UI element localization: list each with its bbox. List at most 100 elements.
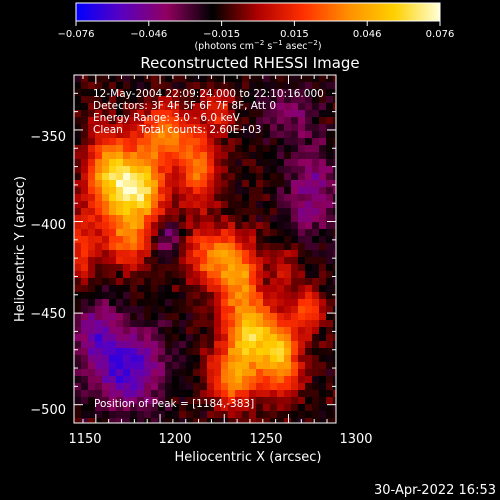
heatmap-cell — [123, 334, 130, 341]
heatmap-cell — [207, 236, 214, 243]
heatmap-cell — [109, 313, 116, 320]
heatmap-cell — [312, 194, 319, 201]
heatmap-cell — [88, 327, 95, 334]
heatmap-cell — [109, 376, 116, 383]
heatmap-cell — [284, 152, 291, 159]
heatmap-cell — [242, 376, 249, 383]
heatmap-cell — [88, 250, 95, 257]
heatmap-cell — [326, 271, 333, 278]
heatmap-cell — [312, 187, 319, 194]
heatmap-cell — [207, 376, 214, 383]
heatmap-cell — [207, 194, 214, 201]
heatmap-cell — [144, 292, 151, 299]
heatmap-cell — [256, 222, 263, 229]
heatmap-cell — [298, 103, 305, 110]
heatmap-cell — [116, 215, 123, 222]
heatmap-cell — [95, 180, 102, 187]
heatmap-cell — [95, 278, 102, 285]
heatmap-cell — [165, 152, 172, 159]
heatmap-cell — [74, 250, 81, 257]
heatmap-cell — [270, 180, 277, 187]
heatmap-cell — [172, 334, 179, 341]
heatmap-cell — [81, 187, 88, 194]
heatmap-cell — [200, 327, 207, 334]
heatmap-cell — [270, 404, 277, 411]
heatmap-cell — [186, 236, 193, 243]
heatmap-cell — [102, 306, 109, 313]
heatmap-cell — [172, 390, 179, 397]
heatmap-cell — [88, 299, 95, 306]
heatmap-cell — [151, 390, 158, 397]
heatmap-cell — [123, 383, 130, 390]
heatmap-cell — [137, 348, 144, 355]
heatmap-cell — [200, 376, 207, 383]
heatmap-cell — [130, 411, 137, 418]
heatmap-cell — [81, 348, 88, 355]
heatmap-cell — [228, 341, 235, 348]
heatmap-cell — [298, 236, 305, 243]
heatmap-cell — [130, 299, 137, 306]
heatmap-cell — [144, 390, 151, 397]
heatmap-cell — [186, 75, 193, 82]
heatmap-cell — [158, 355, 165, 362]
heatmap-cell — [137, 334, 144, 341]
heatmap-cell — [200, 208, 207, 215]
heatmap-cell — [284, 285, 291, 292]
heatmap-cell — [144, 187, 151, 194]
heatmap-cell — [123, 222, 130, 229]
heatmap-cell — [130, 187, 137, 194]
heatmap-cell — [207, 187, 214, 194]
heatmap-cell — [88, 201, 95, 208]
heatmap-cell — [270, 327, 277, 334]
heatmap-cell — [144, 411, 151, 418]
heatmap-cell — [242, 264, 249, 271]
heatmap-cell — [270, 173, 277, 180]
heatmap-cell — [130, 271, 137, 278]
heatmap-cell — [242, 362, 249, 369]
heatmap-cell — [228, 152, 235, 159]
heatmap-cell — [256, 383, 263, 390]
heatmap-cell — [74, 187, 81, 194]
heatmap-cell — [326, 89, 333, 96]
heatmap-cell — [326, 341, 333, 348]
heatmap-cell — [298, 257, 305, 264]
heatmap-cell — [130, 362, 137, 369]
heatmap-cell — [256, 145, 263, 152]
heatmap-cell — [326, 334, 333, 341]
heatmap-cell — [284, 173, 291, 180]
heatmap-cell — [256, 397, 263, 404]
heatmap-cell — [151, 299, 158, 306]
heatmap-cell — [319, 362, 326, 369]
heatmap-cell — [130, 355, 137, 362]
heatmap-cell — [326, 96, 333, 103]
heatmap-cell — [249, 264, 256, 271]
heatmap-cell — [284, 271, 291, 278]
heatmap-cell — [158, 243, 165, 250]
heatmap-cell — [277, 194, 284, 201]
heatmap-cell — [186, 390, 193, 397]
heatmap-cell — [123, 173, 130, 180]
heatmap-cell — [200, 383, 207, 390]
heatmap-cell — [151, 208, 158, 215]
heatmap-cell — [228, 257, 235, 264]
heatmap-cell — [277, 152, 284, 159]
heatmap-cell — [305, 411, 312, 418]
heatmap-cell — [214, 166, 221, 173]
heatmap-cell — [214, 341, 221, 348]
heatmap-cell — [263, 292, 270, 299]
heatmap-cell — [242, 390, 249, 397]
heatmap-cell — [151, 348, 158, 355]
heatmap-cell — [123, 278, 130, 285]
heatmap-cell — [256, 243, 263, 250]
annotation-detectors: Detectors: 3F 4F 5F 6F 7F 8F, Att 0 — [93, 100, 276, 112]
heatmap-cell — [326, 138, 333, 145]
heatmap-cell — [242, 327, 249, 334]
heatmap-cell — [137, 222, 144, 229]
heatmap-cell — [193, 145, 200, 152]
heatmap-cell — [214, 390, 221, 397]
heatmap-cell — [312, 180, 319, 187]
heatmap-cell — [200, 145, 207, 152]
heatmap-cell — [88, 292, 95, 299]
heatmap-cell — [207, 264, 214, 271]
heatmap-cell — [214, 75, 221, 82]
